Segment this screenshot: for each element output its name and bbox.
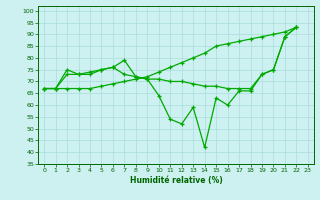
X-axis label: Humidité relative (%): Humidité relative (%) [130,176,222,185]
